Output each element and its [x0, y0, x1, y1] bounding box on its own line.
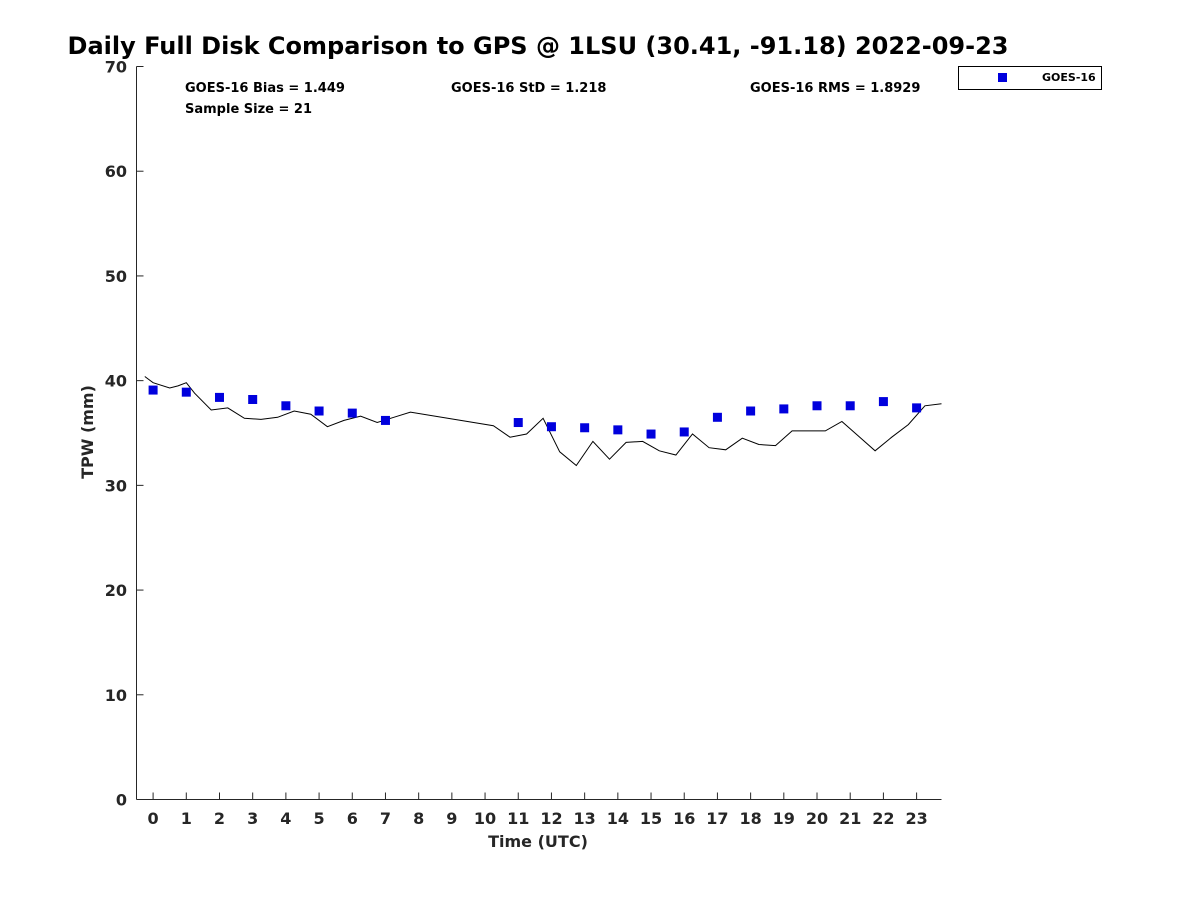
- goes16-data-point: [148, 385, 158, 395]
- goes16-data-point: [679, 427, 689, 437]
- y-tick-label: 70: [105, 58, 127, 77]
- goes16-data-point: [712, 412, 722, 422]
- x-tick-label: 21: [839, 809, 861, 828]
- goes16-data-point: [380, 415, 390, 425]
- x-tick-label: 5: [314, 809, 325, 828]
- chart-title: Daily Full Disk Comparison to GPS @ 1LSU…: [68, 32, 1009, 60]
- x-tick-label: 12: [540, 809, 562, 828]
- y-axis-label: TPW (mm): [78, 385, 97, 479]
- legend-marker: [998, 73, 1007, 82]
- goes16-data-point: [912, 403, 922, 413]
- x-tick-label: 3: [247, 809, 258, 828]
- x-tick-label: 11: [507, 809, 529, 828]
- x-tick-label: 18: [739, 809, 761, 828]
- x-tick-label: 8: [413, 809, 424, 828]
- y-tick-label: 10: [105, 686, 127, 705]
- goes16-data-point: [613, 425, 623, 435]
- x-tick-label: 16: [673, 809, 695, 828]
- x-tick-label: 1: [181, 809, 192, 828]
- goes16-data-point: [646, 429, 656, 439]
- goes16-data-point: [181, 387, 191, 397]
- legend-label-goes16: GOES-16: [1042, 71, 1096, 84]
- series-layer: [144, 376, 942, 467]
- x-tick-label: 19: [773, 809, 795, 828]
- goes16-data-point: [746, 406, 756, 416]
- x-tick-label: 15: [640, 809, 662, 828]
- y-tick-label: 0: [116, 791, 127, 810]
- y-tick-label: 60: [105, 162, 127, 181]
- std-annotation: GOES-16 StD = 1.218: [451, 81, 606, 96]
- x-tick-label: 4: [280, 809, 291, 828]
- x-tick-label: 20: [806, 809, 828, 828]
- sample-size-annotation: Sample Size = 21: [185, 102, 312, 117]
- x-tick-label: 23: [905, 809, 927, 828]
- x-tick-label: 7: [380, 809, 391, 828]
- x-tick-label: 6: [347, 809, 358, 828]
- legend: GOES-16: [958, 66, 1102, 90]
- x-tick-label: 13: [574, 809, 596, 828]
- bias-annotation: GOES-16 Bias = 1.449: [185, 81, 345, 96]
- x-tick-label: 17: [706, 809, 728, 828]
- legend-box: [958, 66, 1102, 90]
- goes16-data-point: [214, 392, 224, 402]
- y-ticks: 0 10 20 30 40 50 60 70: [105, 58, 144, 810]
- x-tick-label: 22: [872, 809, 894, 828]
- goes16-data-point: [248, 394, 258, 404]
- goes16-data-point: [546, 422, 556, 432]
- y-tick-label: 40: [105, 372, 127, 391]
- plot-area: [136, 66, 942, 800]
- x-tick-label: 2: [214, 809, 225, 828]
- x-tick-label: 10: [474, 809, 496, 828]
- goes16-data-point: [347, 408, 357, 418]
- x-tick-label: 14: [607, 809, 629, 828]
- goes16-data-point: [812, 401, 822, 411]
- goes16-data-point: [281, 401, 291, 411]
- goes16-data-point: [779, 404, 789, 414]
- x-axis-label: Time (UTC): [488, 832, 588, 851]
- x-tick-label: 9: [446, 809, 457, 828]
- goes16-data-point: [513, 418, 523, 428]
- gps-series-line: [144, 376, 942, 467]
- goes16-data-point: [878, 397, 888, 407]
- y-tick-label: 20: [105, 581, 127, 600]
- x-ticks: 0 1 2 3 4 5 6 7 8 9 10 11 12 13 14 15 16 17 18 19 20 21 22 23: [148, 792, 928, 828]
- y-tick-label: 30: [105, 476, 127, 495]
- rms-annotation: GOES-16 RMS = 1.8929: [750, 81, 920, 96]
- y-tick-label: 50: [105, 267, 127, 286]
- goes16-data-point: [580, 423, 590, 433]
- goes16-data-point: [314, 406, 324, 416]
- goes16-data-point: [845, 401, 855, 411]
- x-tick-label: 0: [148, 809, 159, 828]
